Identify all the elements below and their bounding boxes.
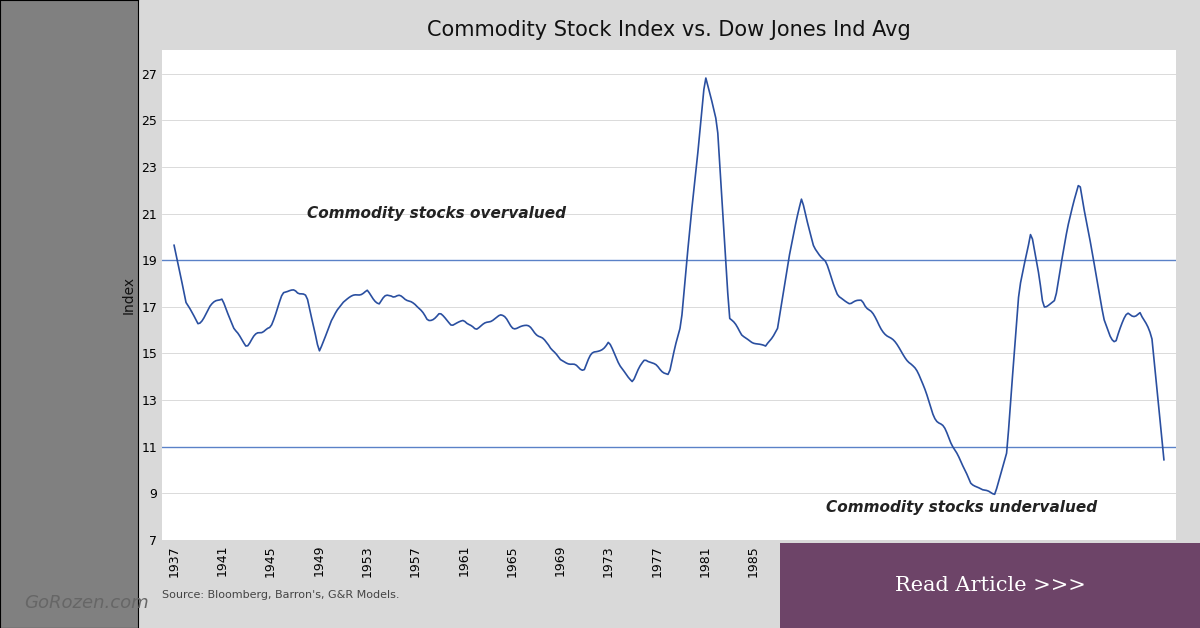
Text: GoRozen.com: GoRozen.com	[24, 594, 149, 612]
Text: Read Article >>>: Read Article >>>	[895, 576, 1085, 595]
Text: Source: Bloomberg, Barron's, G&R Models.: Source: Bloomberg, Barron's, G&R Models.	[162, 590, 400, 600]
Text: Commodity stocks undervalued: Commodity stocks undervalued	[826, 500, 1097, 515]
Y-axis label: Index: Index	[121, 276, 136, 314]
Title: Commodity Stock Index vs. Dow Jones Ind Avg: Commodity Stock Index vs. Dow Jones Ind …	[427, 20, 911, 40]
Text: Commodity stocks overvalued: Commodity stocks overvalued	[307, 206, 566, 221]
